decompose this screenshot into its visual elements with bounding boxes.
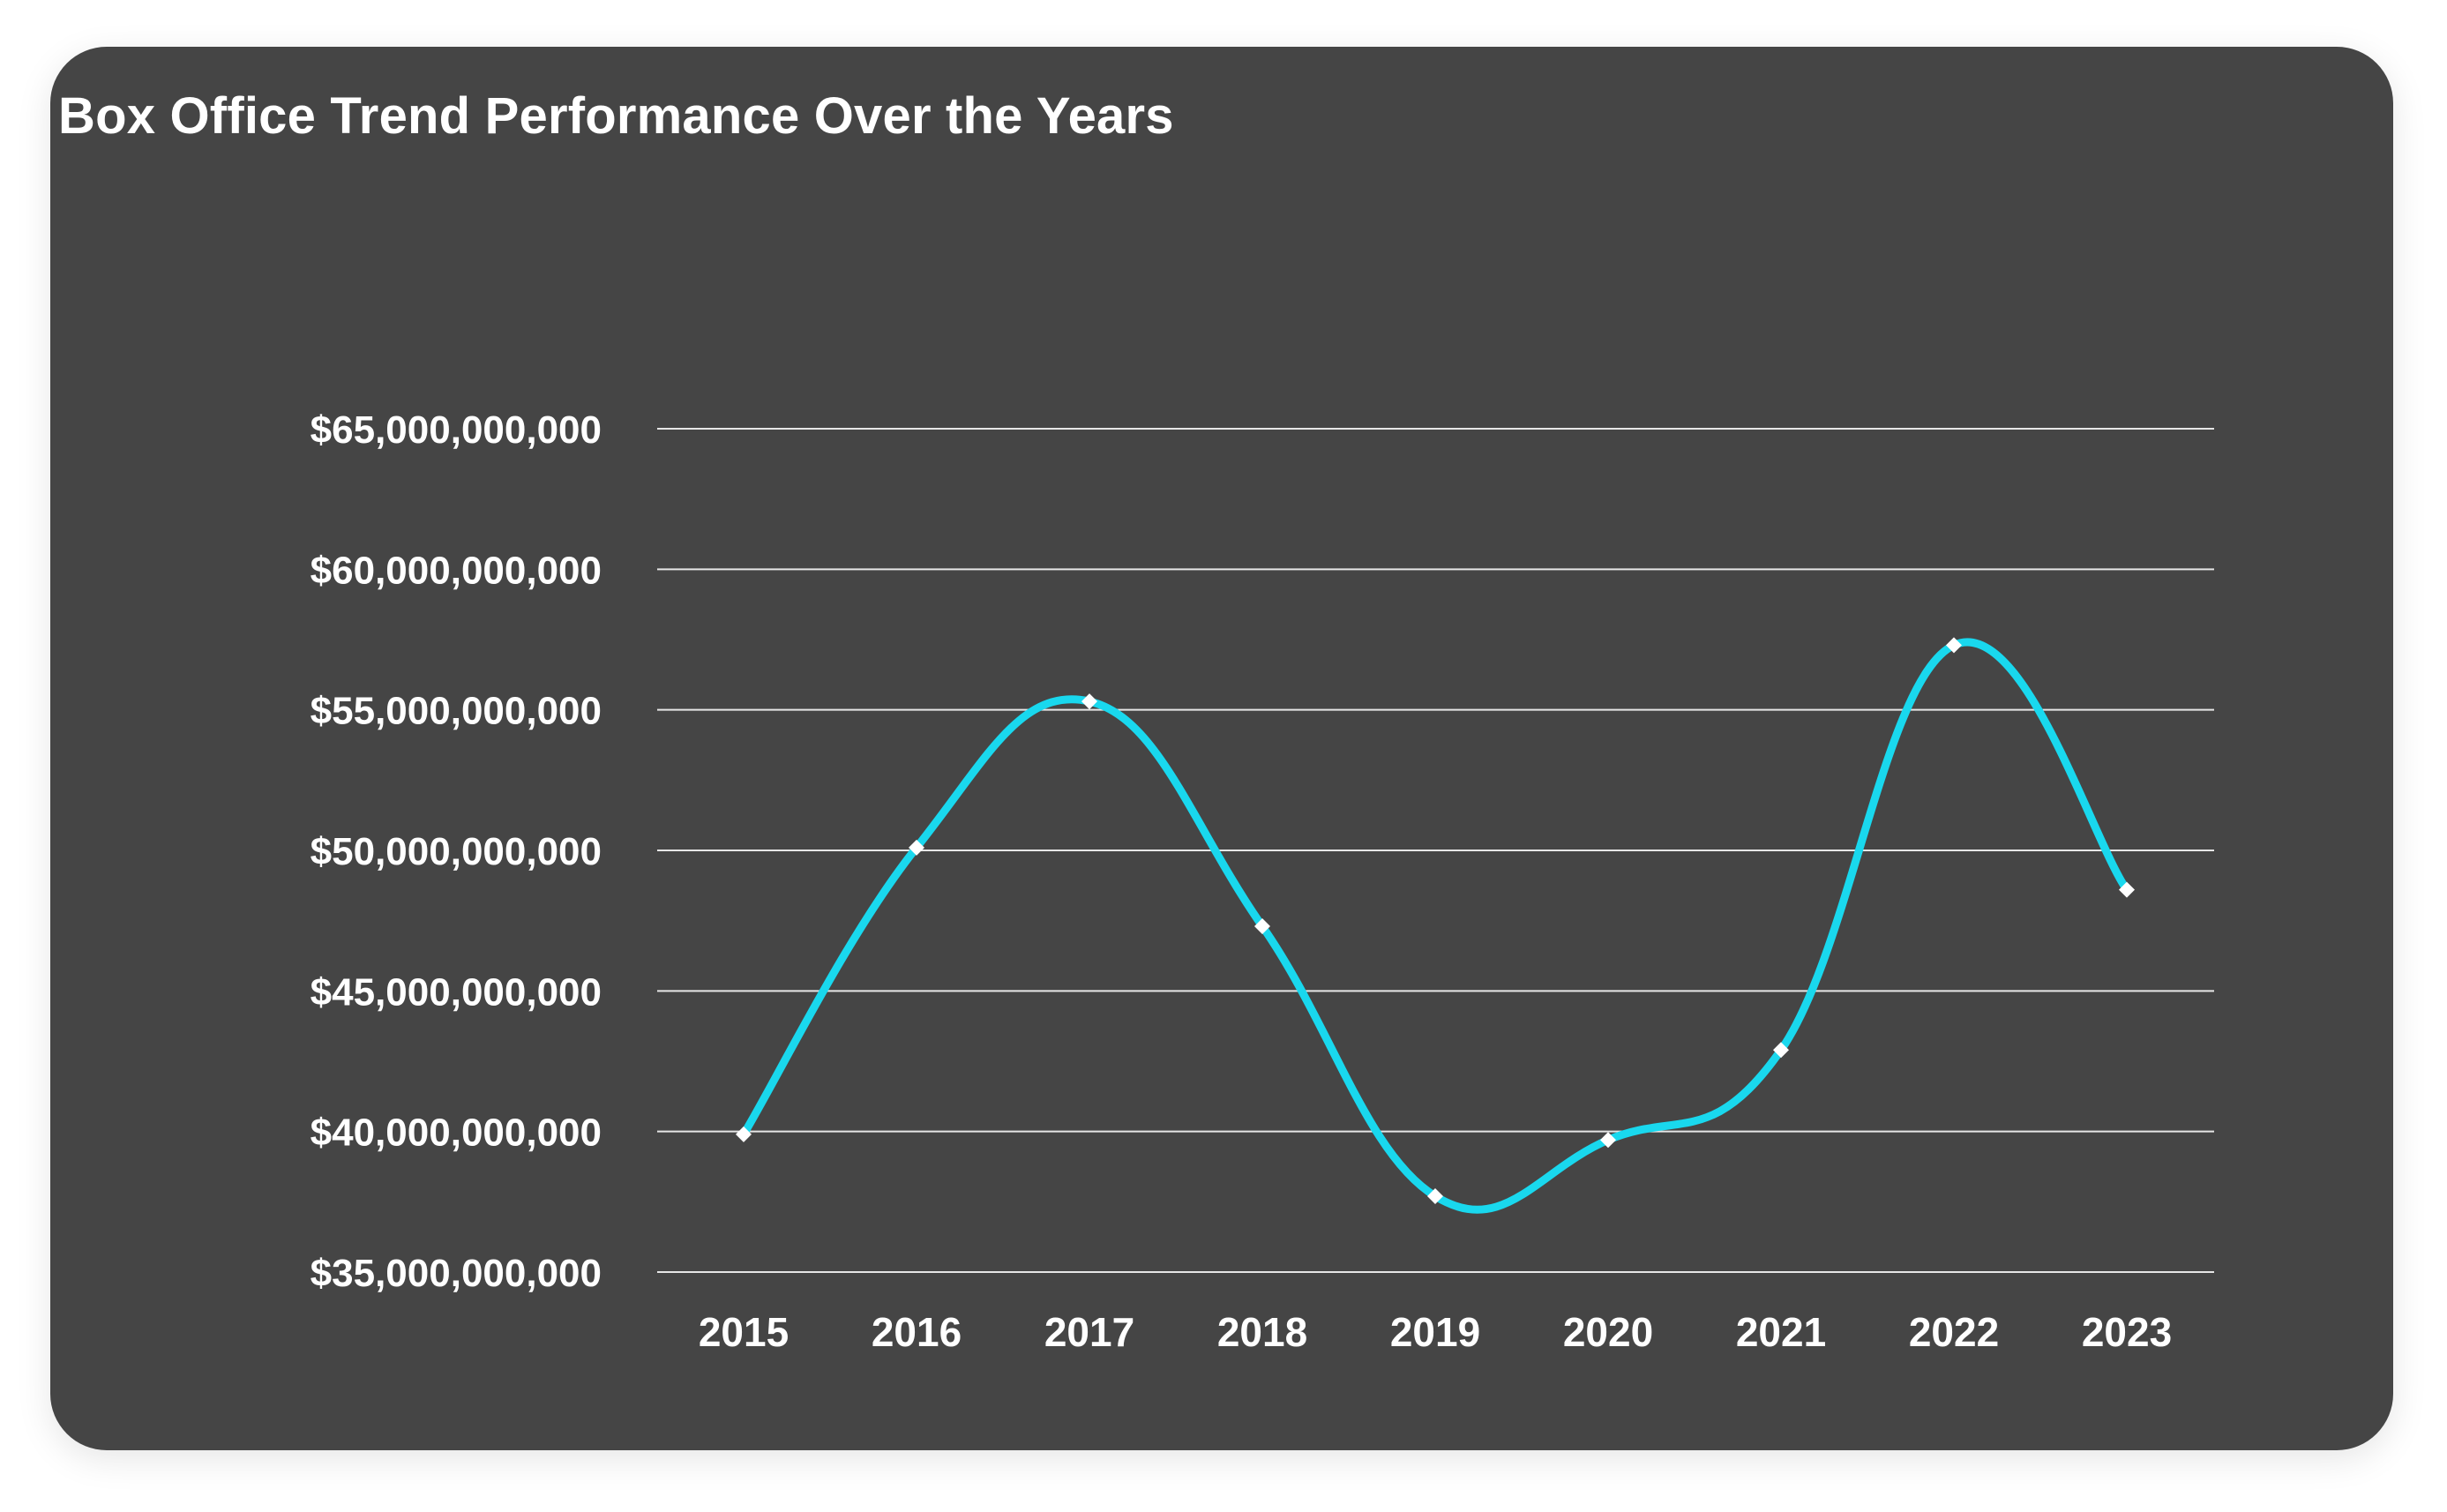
y-tick-label: $65,000,000,000 (311, 408, 602, 452)
data-point-marker (2119, 881, 2135, 898)
data-point-marker (1773, 1042, 1789, 1059)
x-tick-label: 2019 (1390, 1309, 1480, 1355)
data-markers (736, 637, 2135, 1204)
x-tick-label: 2016 (872, 1309, 962, 1355)
gridlines (657, 428, 2214, 1273)
y-tick-label: $55,000,000,000 (311, 690, 602, 733)
data-point-marker (1081, 693, 1097, 710)
series-line-layer (739, 638, 2131, 1214)
x-tick-label: 2015 (699, 1309, 789, 1355)
x-tick-label: 2018 (1217, 1309, 1307, 1355)
x-tick-label: 2022 (1909, 1309, 1999, 1355)
data-point-marker (736, 1126, 752, 1142)
data-point-marker (1254, 918, 1270, 935)
y-axis-labels: $65,000,000,000 $60,000,000,000 $55,000,00… (311, 408, 602, 1295)
chart-title: Box Office Trend Performance Over the Ye… (58, 87, 1174, 145)
y-tick-label: $40,000,000,000 (311, 1112, 602, 1155)
y-tick-label: $60,000,000,000 (311, 549, 602, 592)
x-tick-label: 2020 (1563, 1309, 1653, 1355)
data-point-marker (1427, 1187, 1443, 1204)
y-tick-label: $50,000,000,000 (311, 830, 602, 873)
y-tick-label: $45,000,000,000 (311, 970, 602, 1014)
data-point-marker (909, 839, 924, 856)
series-line (739, 638, 2131, 1214)
x-tick-label: 2017 (1044, 1309, 1134, 1355)
y-tick-label: $35,000,000,000 (311, 1252, 602, 1295)
x-tick-label: 2023 (2082, 1309, 2172, 1355)
x-axis-labels: 2015 2016 2017 2018 2019 2020 2021 2022 2023 (699, 1309, 2172, 1355)
data-point-marker (1946, 637, 1962, 654)
chart-card (50, 47, 2393, 1450)
x-tick-label: 2021 (1736, 1309, 1826, 1355)
data-point-marker (1600, 1132, 1616, 1149)
